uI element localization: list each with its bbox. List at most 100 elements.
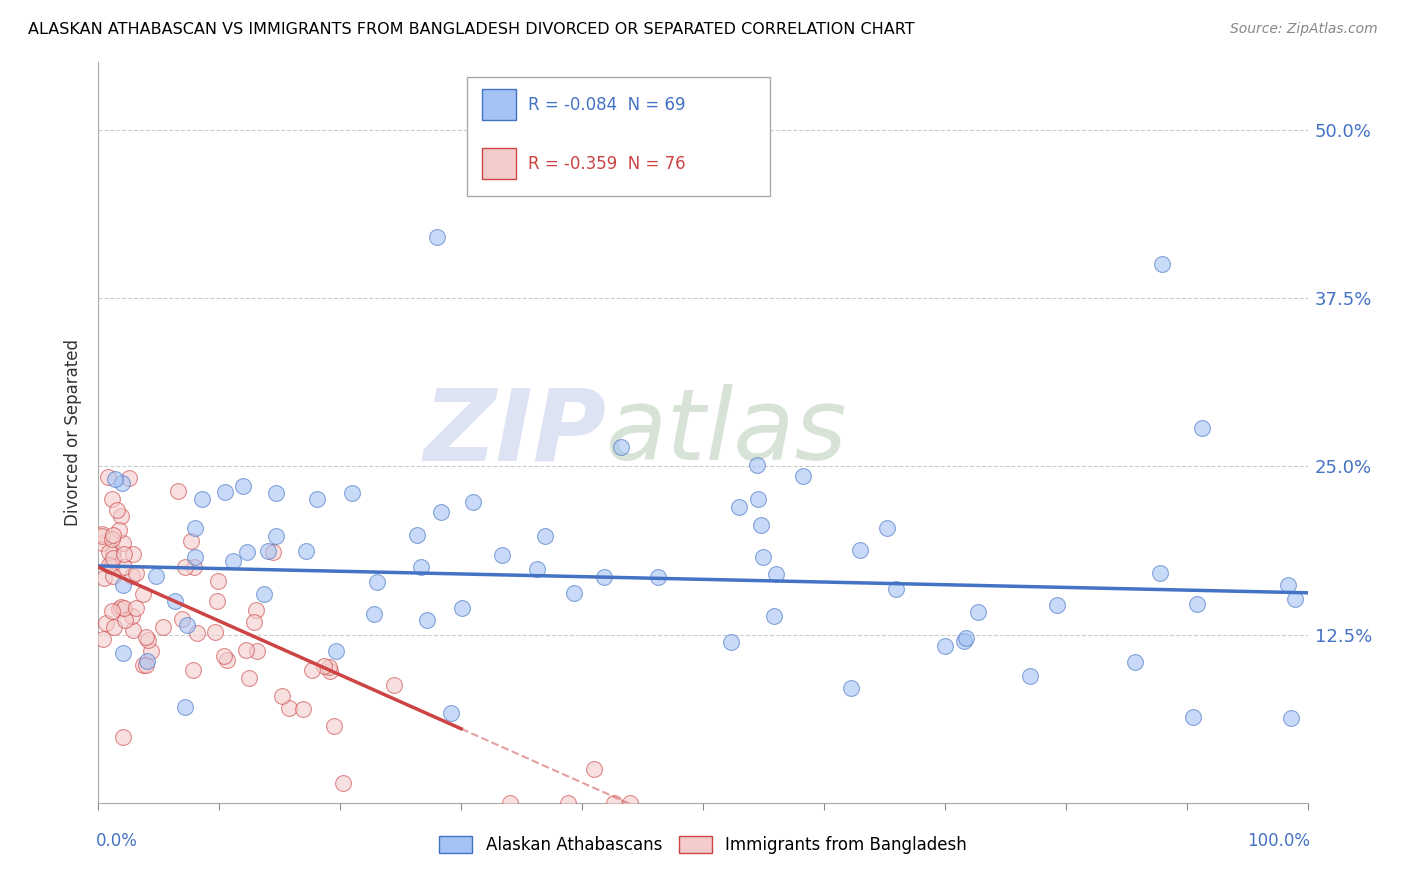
Point: [235, 643, 257, 657]
Point: [526, 562, 548, 576]
Point: [278, 700, 301, 714]
Y-axis label: Divorced or Separated: Divorced or Separated: [65, 339, 83, 526]
Point: [122, 623, 145, 637]
Point: [253, 587, 276, 601]
Point: [245, 603, 267, 617]
Point: [243, 615, 266, 630]
Point: [112, 578, 135, 592]
Point: [1191, 421, 1213, 435]
Point: [271, 689, 294, 703]
Point: [101, 568, 124, 582]
Point: [291, 702, 314, 716]
Point: [1152, 257, 1174, 271]
Point: [765, 566, 787, 581]
Point: [204, 624, 226, 639]
Point: [934, 639, 956, 653]
Point: [246, 644, 269, 658]
Point: [107, 503, 129, 517]
Point: [366, 574, 388, 589]
Point: [876, 521, 898, 535]
Point: [91, 632, 114, 646]
Point: [1181, 709, 1204, 723]
Point: [135, 654, 157, 668]
Point: [1149, 566, 1171, 580]
Point: [301, 663, 323, 677]
Point: [314, 658, 336, 673]
Point: [426, 230, 449, 244]
Point: [619, 796, 641, 810]
Point: [125, 601, 148, 615]
Point: [184, 521, 207, 535]
Point: [173, 700, 195, 714]
Point: [132, 657, 155, 672]
Point: [108, 601, 131, 615]
Point: [839, 681, 862, 696]
Point: [110, 508, 132, 523]
Point: [557, 796, 579, 810]
Point: [232, 479, 254, 493]
Point: [322, 718, 344, 732]
Point: [849, 542, 872, 557]
Point: [181, 663, 204, 677]
Text: ALASKAN ATHABASCAN VS IMMIGRANTS FROM BANGLADESH DIVORCED OR SEPARATED CORRELATI: ALASKAN ATHABASCAN VS IMMIGRANTS FROM BA…: [28, 22, 915, 37]
Point: [93, 571, 115, 585]
Point: [262, 545, 284, 559]
Point: [163, 593, 186, 607]
Point: [98, 545, 121, 559]
Point: [104, 472, 127, 486]
Point: [238, 671, 260, 685]
Legend: Alaskan Athabascans, Immigrants from Bangladesh: Alaskan Athabascans, Immigrants from Ban…: [432, 830, 974, 861]
Point: [176, 618, 198, 632]
FancyBboxPatch shape: [482, 148, 516, 179]
Point: [440, 706, 463, 720]
Point: [97, 470, 120, 484]
Point: [647, 570, 669, 584]
FancyBboxPatch shape: [482, 89, 516, 120]
Point: [101, 550, 124, 565]
Point: [111, 730, 134, 744]
Point: [406, 527, 429, 541]
Point: [98, 558, 121, 572]
Point: [264, 529, 287, 543]
Point: [751, 550, 773, 565]
Point: [727, 500, 749, 514]
Point: [101, 528, 124, 542]
Point: [498, 796, 520, 810]
Point: [747, 491, 769, 506]
Point: [121, 569, 143, 583]
Text: 100.0%: 100.0%: [1247, 832, 1310, 850]
Point: [1281, 711, 1303, 725]
Point: [562, 586, 585, 600]
Point: [207, 574, 229, 589]
Point: [792, 468, 814, 483]
Point: [145, 568, 167, 582]
Point: [152, 620, 174, 634]
Point: [318, 660, 340, 674]
Text: Source: ZipAtlas.com: Source: ZipAtlas.com: [1230, 22, 1378, 37]
Point: [430, 505, 453, 519]
Point: [745, 458, 768, 472]
Point: [184, 549, 207, 564]
Point: [180, 534, 202, 549]
Point: [91, 536, 114, 550]
Point: [319, 664, 342, 678]
Point: [610, 440, 633, 454]
Point: [100, 532, 122, 546]
Point: [170, 612, 193, 626]
Point: [382, 678, 405, 692]
Point: [491, 548, 513, 562]
Point: [112, 601, 135, 615]
Point: [190, 492, 212, 507]
Point: [214, 485, 236, 500]
Point: [207, 593, 229, 607]
Point: [955, 631, 977, 645]
Point: [132, 587, 155, 601]
Point: [450, 601, 472, 615]
Point: [720, 635, 742, 649]
Point: [533, 529, 555, 543]
Point: [1187, 598, 1209, 612]
Point: [342, 486, 364, 500]
Point: [183, 559, 205, 574]
Point: [235, 545, 257, 559]
Point: [953, 633, 976, 648]
